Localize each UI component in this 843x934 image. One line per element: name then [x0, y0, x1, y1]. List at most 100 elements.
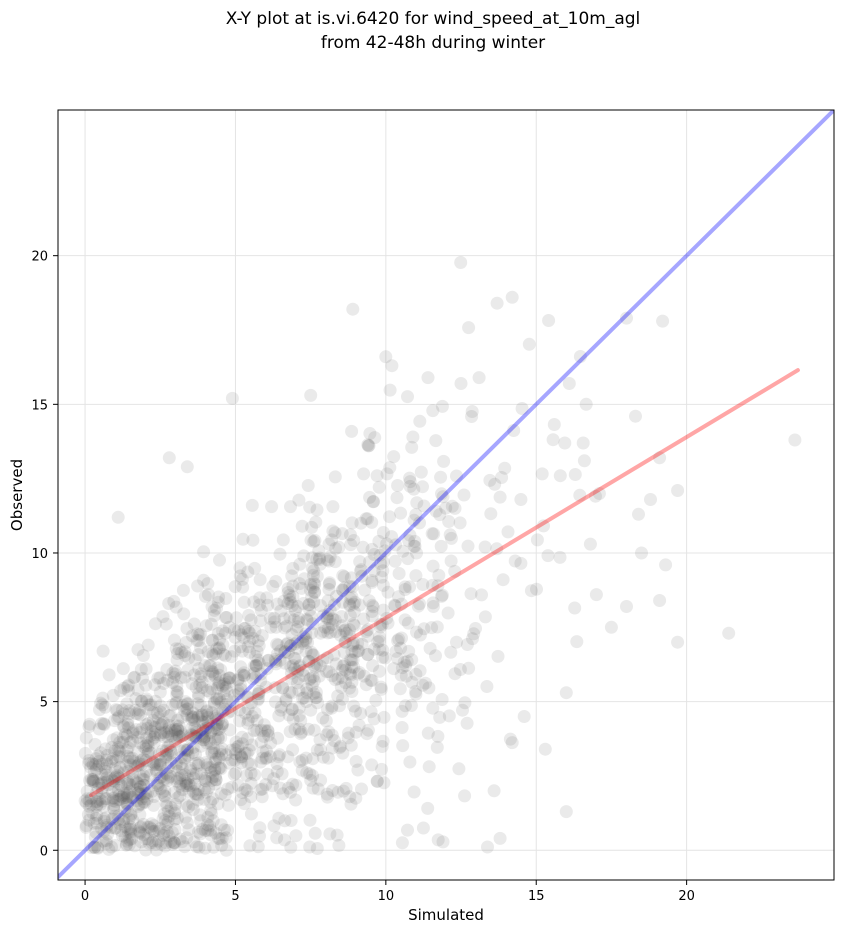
- scatter-point: [343, 667, 357, 681]
- scatter-point: [172, 729, 186, 743]
- scatter-point: [365, 598, 379, 612]
- scatter-point: [145, 724, 158, 738]
- scatter-point: [466, 632, 479, 646]
- scatter-point: [111, 765, 125, 779]
- scatter-point: [271, 731, 285, 745]
- plot-frame: [57, 109, 835, 881]
- scatter-point: [353, 598, 367, 612]
- scatter-point: [90, 799, 103, 813]
- scatter-point: [125, 767, 139, 781]
- scatter-point: [178, 840, 192, 854]
- scatter-point: [180, 816, 194, 830]
- scatter-point: [393, 682, 407, 696]
- scatter-point: [115, 829, 129, 843]
- scatter-point: [431, 579, 445, 593]
- scatter-point: [116, 731, 130, 745]
- scatter-point: [111, 793, 125, 807]
- scatter-point: [231, 672, 245, 686]
- scatter-point: [141, 739, 155, 753]
- scatter-point: [238, 797, 251, 811]
- scatter-point: [436, 490, 450, 504]
- scatter-point: [261, 598, 275, 612]
- scatter-point: [161, 730, 175, 744]
- scatter-point: [160, 799, 174, 813]
- scatter-point: [442, 515, 456, 528]
- scatter-point: [629, 409, 642, 423]
- scatter-point: [133, 826, 147, 840]
- scatter-point: [496, 573, 510, 587]
- scatter-point: [398, 613, 412, 627]
- scatter-point: [324, 625, 337, 639]
- scatter-point: [343, 681, 356, 695]
- scatter-point: [183, 779, 197, 792]
- scatter-point: [207, 840, 220, 854]
- scatter-point: [283, 725, 297, 739]
- scatter-point: [150, 765, 164, 779]
- scatter-point: [96, 698, 109, 712]
- scatter-point: [288, 637, 302, 651]
- scatter-point: [445, 499, 459, 513]
- scatter-point: [223, 723, 237, 737]
- scatter-point: [108, 744, 122, 758]
- scatter-point: [213, 751, 226, 765]
- scatter-point: [296, 597, 310, 610]
- scatter-point: [332, 540, 346, 554]
- scatter-point: [212, 668, 226, 682]
- scatter-point: [405, 440, 419, 454]
- scatter-point: [322, 537, 336, 551]
- scatter-point: [404, 699, 418, 712]
- scatter-point: [234, 679, 248, 693]
- scatter-point: [192, 687, 205, 701]
- scatter-point: [167, 633, 181, 647]
- scatter-point: [395, 721, 409, 734]
- scatter-point: [321, 626, 335, 640]
- scatter-point: [251, 653, 265, 667]
- scatter-point: [241, 690, 255, 704]
- scatter-point: [339, 663, 352, 677]
- scatter-point: [204, 664, 218, 678]
- scatter-point: [194, 739, 208, 753]
- scatter-point: [291, 600, 305, 613]
- scatter-point: [215, 742, 229, 756]
- scatter-point: [121, 765, 135, 778]
- scatter-point: [247, 724, 261, 737]
- scatter-point: [359, 625, 373, 638]
- scatter-point: [101, 774, 115, 788]
- scatter-point: [181, 663, 195, 677]
- scatter-point: [394, 668, 408, 682]
- scatter-point: [344, 738, 358, 752]
- scatter-point: [95, 785, 109, 799]
- scatter-point: [80, 792, 94, 806]
- scatter-point: [108, 821, 122, 835]
- scatter-point: [152, 778, 165, 792]
- scatter-point: [106, 752, 120, 766]
- scatter-point: [205, 633, 219, 647]
- scatter-point: [182, 777, 195, 791]
- scatter-point: [286, 561, 300, 575]
- scatter-point: [131, 730, 145, 744]
- scatter-point: [307, 564, 321, 578]
- scatter-point: [107, 798, 121, 812]
- scatter-point: [180, 460, 194, 474]
- scatter-point: [414, 465, 428, 479]
- scatter-point: [116, 719, 130, 733]
- scatter-point: [128, 670, 142, 684]
- scatter-point: [245, 710, 259, 723]
- scatter-point: [180, 779, 194, 792]
- scatter-point: [252, 692, 266, 706]
- scatter-point: [505, 290, 519, 304]
- scatter-point: [385, 359, 399, 373]
- scatter-point: [147, 758, 161, 772]
- scatter-point: [173, 724, 187, 738]
- scatter-point: [542, 314, 556, 327]
- scatter-point: [553, 550, 567, 564]
- scatter-point: [81, 808, 95, 822]
- scatter-point: [331, 672, 345, 686]
- scatter-point: [225, 780, 239, 794]
- scatter-point: [153, 671, 167, 685]
- scatter-point: [82, 813, 96, 827]
- scatter-point: [241, 756, 255, 770]
- scatter-point: [241, 716, 255, 730]
- scatter-point: [140, 694, 154, 708]
- scatter-point: [373, 634, 386, 648]
